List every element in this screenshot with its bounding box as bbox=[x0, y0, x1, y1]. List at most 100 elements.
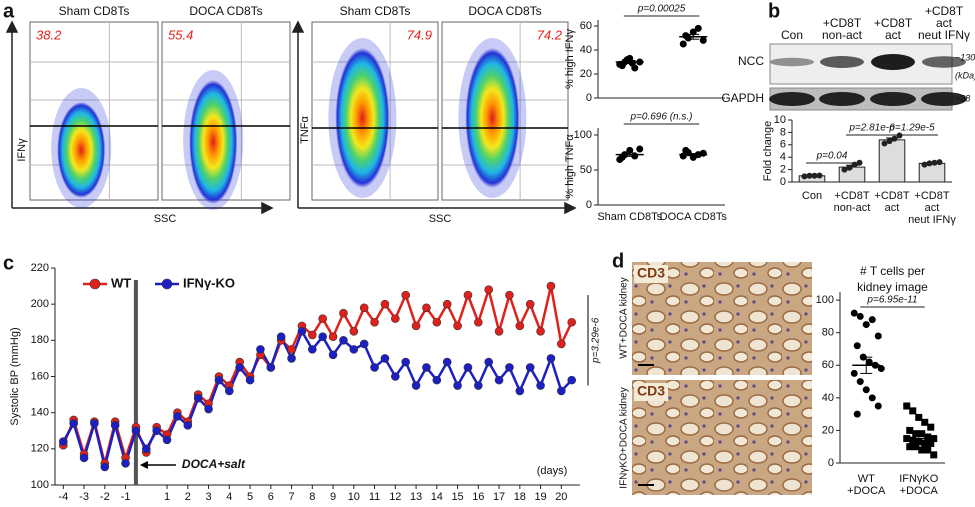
point bbox=[411, 321, 421, 331]
point bbox=[193, 393, 203, 403]
legend-swatch bbox=[89, 278, 101, 290]
chart-title: kidney image bbox=[857, 280, 928, 294]
point bbox=[183, 421, 193, 430]
point bbox=[536, 381, 545, 390]
x-tick-label: 1 bbox=[164, 491, 170, 503]
point bbox=[411, 381, 421, 390]
x-tick-label: 18 bbox=[514, 491, 526, 503]
point bbox=[339, 336, 348, 345]
point bbox=[69, 419, 78, 428]
dot bbox=[856, 312, 864, 320]
dot bbox=[682, 146, 690, 154]
dot bbox=[853, 342, 861, 350]
x-tick-label: +DOCA bbox=[847, 485, 886, 497]
dot bbox=[862, 321, 870, 329]
point bbox=[442, 299, 452, 309]
point bbox=[453, 381, 462, 390]
y-tick-label: 4 bbox=[780, 151, 786, 163]
dot bbox=[891, 135, 898, 142]
point bbox=[525, 363, 535, 372]
density bbox=[465, 48, 520, 188]
y-tick-label: 100 bbox=[816, 294, 834, 306]
x-tick-label: 5 bbox=[247, 491, 253, 503]
y-axis-label: % high TNFα bbox=[564, 134, 576, 199]
point bbox=[463, 363, 473, 372]
point bbox=[515, 386, 525, 396]
point bbox=[287, 345, 296, 354]
point bbox=[162, 435, 172, 445]
point bbox=[276, 332, 286, 342]
point bbox=[121, 458, 130, 468]
dot bbox=[699, 36, 707, 44]
dot bbox=[930, 451, 938, 459]
chart-title: # T cells per bbox=[860, 264, 925, 278]
y-tick-label: 0 bbox=[780, 176, 786, 188]
lane-label: +CD8T bbox=[925, 4, 964, 18]
y-tick-label: 40 bbox=[822, 392, 834, 404]
x-tick-label: 9 bbox=[330, 491, 336, 503]
point bbox=[494, 326, 504, 336]
y-tick-label: 220 bbox=[31, 262, 49, 274]
histology-row-label: IFNγKO+DOCA kidney bbox=[619, 387, 630, 488]
point bbox=[370, 317, 379, 327]
lane-label: non-act bbox=[822, 28, 863, 42]
panel-label: a bbox=[3, 0, 15, 22]
band bbox=[770, 57, 814, 67]
x-tick-label: 17 bbox=[493, 491, 505, 503]
dot bbox=[909, 407, 917, 415]
y-axis-label: Fold change bbox=[762, 121, 774, 182]
point bbox=[235, 363, 244, 372]
flow-xlabel: SSC bbox=[154, 213, 177, 225]
point bbox=[256, 345, 265, 354]
flow-ylabel: IFNγ bbox=[16, 138, 28, 162]
point bbox=[546, 354, 556, 363]
point bbox=[245, 375, 255, 385]
panel-label: d bbox=[612, 250, 624, 272]
point bbox=[225, 386, 234, 396]
density bbox=[335, 48, 390, 188]
dot bbox=[921, 418, 929, 426]
dot bbox=[850, 369, 858, 377]
x-tick-label: Con bbox=[802, 190, 822, 202]
x-tick-label: 7 bbox=[288, 491, 294, 503]
annotation: p=0.04 bbox=[816, 151, 848, 162]
lane-label: +CD8T bbox=[823, 16, 862, 30]
annotation: p=3.29e-6 bbox=[591, 317, 602, 364]
point bbox=[90, 419, 99, 428]
x-tick-label: 20 bbox=[555, 491, 567, 503]
dot bbox=[918, 446, 926, 454]
blot-row-label: NCC bbox=[738, 54, 764, 68]
point bbox=[204, 404, 213, 414]
band bbox=[922, 56, 966, 68]
event-arrowhead bbox=[139, 461, 148, 469]
band bbox=[921, 92, 967, 106]
dot bbox=[921, 161, 928, 168]
y-tick-label: 120 bbox=[31, 443, 49, 455]
stain-box bbox=[634, 383, 668, 401]
y-tick-label: 20 bbox=[822, 424, 834, 436]
x-tick-label: 16 bbox=[472, 491, 484, 503]
x-tick-label: -4 bbox=[58, 491, 68, 503]
dot bbox=[865, 358, 873, 366]
x-tick-label: non-act bbox=[834, 202, 871, 214]
point bbox=[432, 375, 442, 385]
point bbox=[100, 462, 110, 472]
annotation: DOCA+salt bbox=[182, 457, 246, 471]
legend-label: IFNγ-KO bbox=[183, 275, 235, 290]
point bbox=[359, 339, 369, 349]
point bbox=[370, 363, 379, 372]
dot bbox=[912, 443, 920, 451]
point bbox=[432, 317, 442, 327]
dot bbox=[679, 40, 687, 48]
kda-marker: (kDa) bbox=[955, 70, 975, 80]
point bbox=[349, 326, 359, 336]
dot bbox=[846, 164, 853, 171]
dot bbox=[694, 24, 702, 32]
dot bbox=[699, 149, 707, 157]
y-axis-label: Systolic BP (mmHg) bbox=[9, 327, 21, 425]
dot bbox=[853, 410, 861, 418]
dot bbox=[930, 435, 938, 443]
dot bbox=[868, 394, 876, 402]
annotation: p=1.29e-5 bbox=[888, 123, 935, 134]
y-tick-label: 200 bbox=[31, 298, 49, 310]
